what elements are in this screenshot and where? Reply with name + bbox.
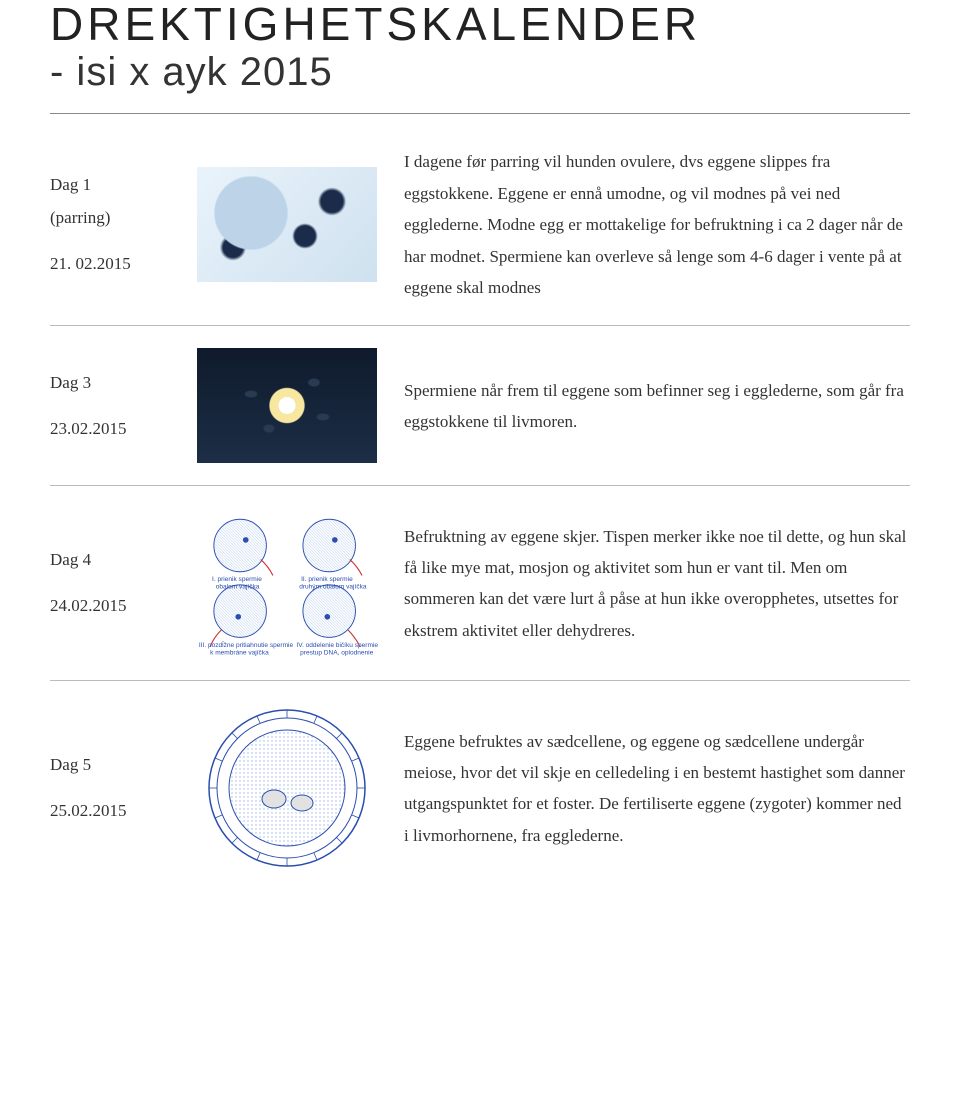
page-title: DREKTIGHETSKALENDER	[50, 0, 910, 48]
row-left: Dag 1 (parring) 21. 02.2015	[50, 169, 170, 280]
row-left: Dag 5 25.02.2015	[50, 749, 170, 828]
row-left: Dag 4 24.02.2015	[50, 544, 170, 623]
day-date: 23.02.2015	[50, 413, 170, 445]
row-text: I dagene før parring vil hunden ovulere,…	[404, 146, 910, 303]
fertilization-stages-diagram: I. prienik spermieobalom vajíčka II. pri…	[192, 508, 382, 658]
row-text: Eggene befruktes av sædcellene, og eggen…	[404, 726, 910, 852]
day-label: Dag 1	[50, 169, 170, 201]
day-date: 21. 02.2015	[50, 248, 170, 280]
row-text: Befruktning av eggene skjer. Tispen merk…	[404, 521, 910, 647]
calendar-row: Dag 3 23.02.2015 Spermiene når frem til …	[50, 326, 910, 486]
calendar-row: Dag 5 25.02.2015	[50, 681, 910, 895]
microscopy-image	[197, 167, 377, 282]
zygote-diagram	[202, 703, 372, 873]
calendar-row: Dag 4 24.02.2015	[50, 486, 910, 681]
day-date: 25.02.2015	[50, 795, 170, 827]
diagram-label: I. prienik spermieobalom vajíčka	[212, 577, 262, 592]
row-image	[192, 703, 382, 873]
day-date: 24.02.2015	[50, 590, 170, 622]
diagram-label: III. pozdĺžne pritiahnutie spermiek memb…	[199, 640, 294, 657]
day-label: Dag 5	[50, 749, 170, 781]
day-extra: (parring)	[50, 202, 170, 234]
page-subtitle: - isi x ayk 2015	[50, 50, 910, 95]
row-image	[192, 167, 382, 282]
row-text: Spermiene når frem til eggene som befinn…	[404, 375, 910, 438]
row-image	[192, 348, 382, 463]
day-label: Dag 3	[50, 367, 170, 399]
row-left: Dag 3 23.02.2015	[50, 367, 170, 446]
calendar-row: Dag 1 (parring) 21. 02.2015 I dagene før…	[50, 140, 910, 326]
sperm-image	[197, 348, 377, 463]
diagram-label: IV. oddelenie bičíku spermieprestup DNA,…	[296, 642, 378, 657]
title-rule	[50, 113, 910, 114]
diagram-label: II. prienik spermiedruhým obalom vajíčka	[299, 577, 367, 592]
row-image: I. prienik spermieobalom vajíčka II. pri…	[192, 508, 382, 658]
day-label: Dag 4	[50, 544, 170, 576]
